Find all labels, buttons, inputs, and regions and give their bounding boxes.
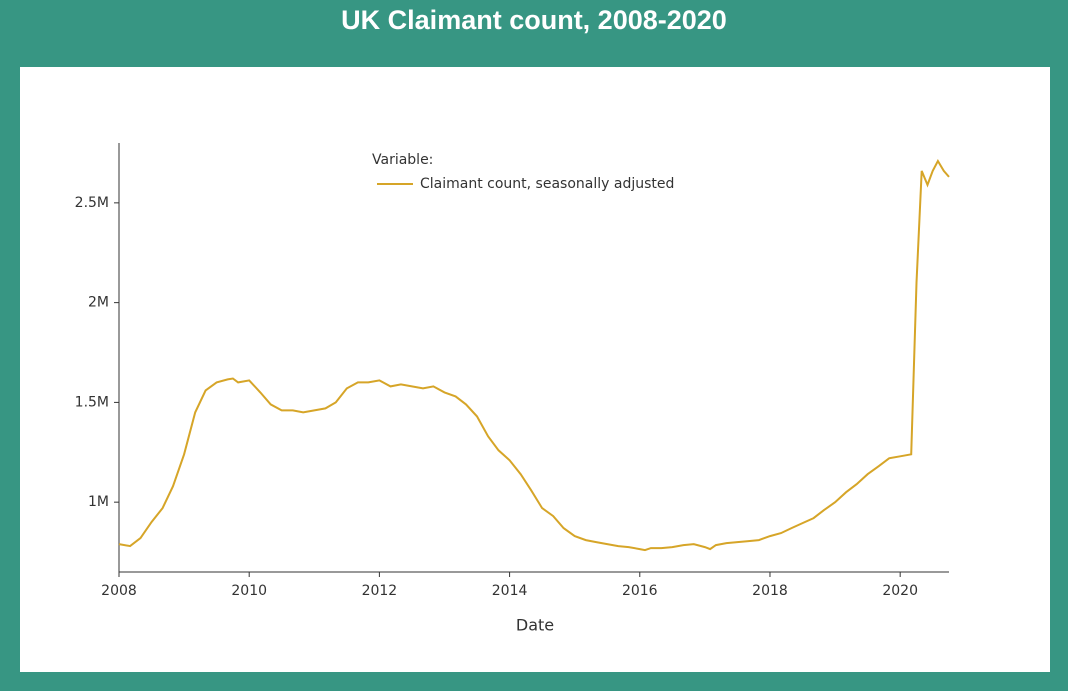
- x-tick-label: 2012: [362, 583, 398, 599]
- x-tick-label: 2018: [752, 583, 788, 599]
- x-tick-label: 2016: [622, 583, 658, 599]
- y-tick-label: 1M: [88, 494, 109, 510]
- legend-title: Variable:: [372, 152, 433, 168]
- x-tick-label: 2010: [231, 583, 267, 599]
- y-tick-label: 2.5M: [75, 195, 109, 211]
- plot: 1M 1.5M 2M 2.5M 2008 2010 2012 2014 2016 2018 2020…: [75, 143, 950, 599]
- x-tick-label: 2008: [101, 583, 137, 599]
- legend-label: Claimant count, seasonally adjusted: [420, 176, 674, 192]
- panel: [20, 67, 1050, 672]
- data-line: [118, 158, 950, 552]
- chart-title: UK Claimant count, 2008-2020: [341, 5, 727, 35]
- y-tick-label: 2M: [88, 295, 109, 311]
- x-tick-label: 2020: [882, 583, 918, 599]
- y-tick-label: 1.5M: [75, 394, 109, 410]
- x-axis-title: Date: [516, 616, 554, 635]
- x-tick-label: 2014: [492, 583, 528, 599]
